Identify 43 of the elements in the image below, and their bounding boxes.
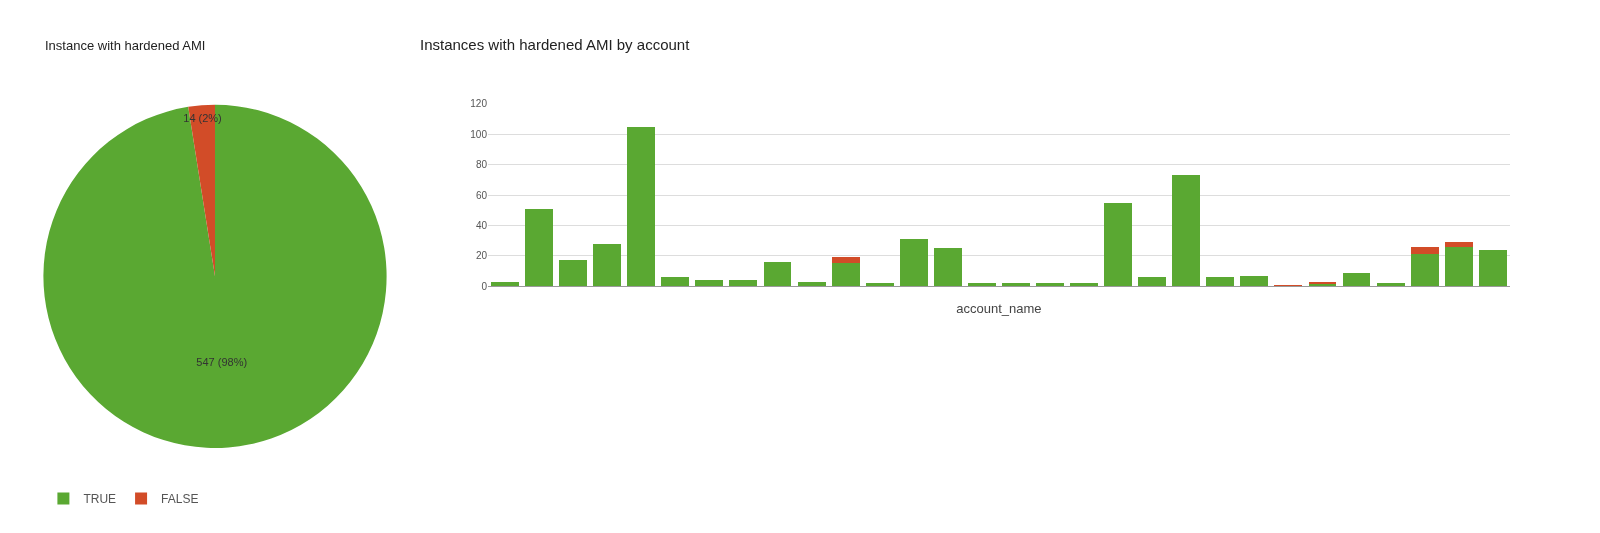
chart-title: Instance with hardened AMI (45, 38, 206, 53)
bar (593, 243, 622, 287)
legend-label: FALSE (161, 492, 199, 507)
bar (967, 283, 996, 287)
bar (1444, 242, 1473, 247)
bar (559, 260, 588, 287)
y-tick-label: 40 (475, 219, 488, 231)
bar (1478, 249, 1507, 287)
pie-slice (43, 104, 387, 448)
bar (1376, 283, 1405, 287)
bar (1138, 277, 1167, 287)
y-tick-label: 20 (475, 250, 488, 262)
y-tick-label: 100 (470, 128, 488, 140)
bar (933, 248, 962, 287)
bar (661, 277, 690, 287)
bar (831, 257, 860, 264)
bar (1240, 275, 1269, 287)
y-tick-label: 80 (475, 159, 488, 171)
y-tick-label: 120 (470, 98, 488, 110)
data-label: 547 (98%) (196, 355, 248, 368)
bar (831, 263, 860, 287)
y-tick-label: 60 (475, 189, 488, 201)
chart-title: Instances with hardened AMI by account (420, 36, 691, 53)
bar (1342, 272, 1371, 287)
bar (627, 126, 656, 287)
bar (763, 261, 792, 287)
bar (729, 280, 758, 287)
y-tick-label: 0 (481, 280, 488, 292)
bar (899, 239, 928, 287)
bar (1444, 246, 1473, 287)
bar (1104, 202, 1133, 287)
bar (1410, 246, 1439, 255)
bar (1036, 283, 1064, 287)
legend-label: TRUE (83, 492, 117, 507)
bar (1070, 283, 1099, 287)
bar (1172, 175, 1201, 287)
bar (865, 283, 894, 287)
x-axis-title: account_name (956, 301, 1042, 317)
bar (1206, 277, 1235, 287)
bar (1410, 254, 1439, 287)
bar (695, 280, 724, 287)
bar (525, 208, 554, 287)
bar (1001, 283, 1030, 287)
